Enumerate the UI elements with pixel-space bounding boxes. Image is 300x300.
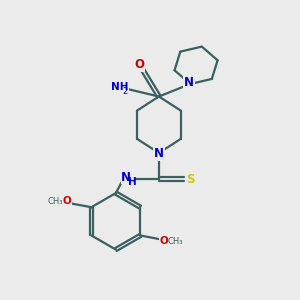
Text: N: N [184, 76, 194, 89]
Text: S: S [187, 172, 195, 186]
Text: N: N [121, 171, 131, 184]
Text: H: H [128, 176, 136, 187]
Text: O: O [160, 236, 168, 246]
Text: O: O [62, 196, 71, 206]
Text: 2: 2 [123, 87, 128, 96]
Text: O: O [134, 58, 144, 71]
Text: N: N [154, 147, 164, 160]
Text: NH: NH [111, 82, 128, 92]
Text: CH₃: CH₃ [167, 237, 183, 246]
Text: CH₃: CH₃ [48, 197, 63, 206]
